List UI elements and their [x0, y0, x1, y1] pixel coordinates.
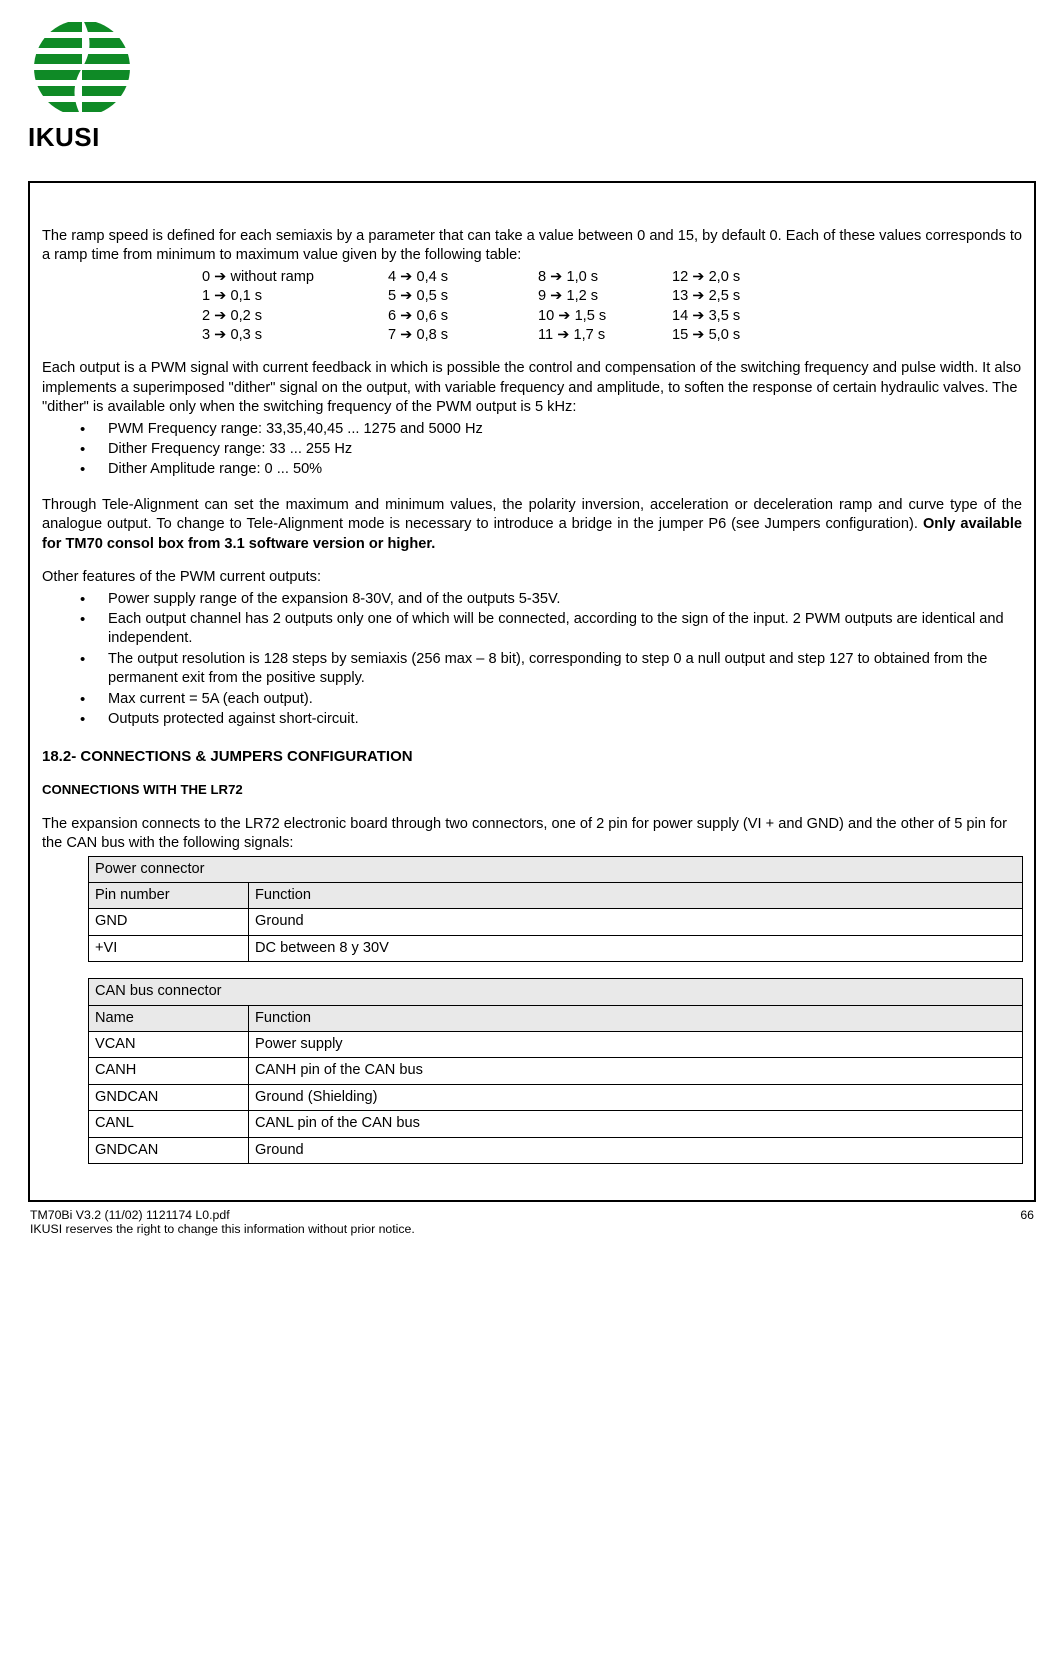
ramp-cell: 8 ➔ 1,0 s: [538, 268, 672, 287]
table-cell: Power supply: [249, 1032, 1023, 1058]
logo-block: IKUSI: [28, 18, 1036, 153]
table-cell: Ground: [249, 1137, 1023, 1163]
ramp-cell: 7 ➔ 0,8 s: [388, 326, 538, 345]
footer-doc-id: TM70Bi V3.2 (11/02) 1121174 L0.pdf: [30, 1208, 415, 1222]
table-header: Name: [89, 1005, 249, 1031]
subheading-connections: CONNECTIONS WITH THE LR72: [42, 781, 1022, 799]
ramp-cell: 5 ➔ 0,5 s: [388, 287, 538, 306]
list-item: Dither Amplitude range: 0 ... 50%: [108, 460, 1022, 479]
ramp-speed-table: 0 ➔ without ramp 4 ➔ 0,4 s 8 ➔ 1,0 s 12 …: [202, 268, 754, 346]
connections-paragraph: The expansion connects to the LR72 elect…: [42, 815, 1022, 854]
table-cell: CANH: [89, 1058, 249, 1084]
power-connector-table: Power connector Pin number Function GND …: [88, 856, 1023, 963]
page-footer: TM70Bi V3.2 (11/02) 1121174 L0.pdf IKUSI…: [28, 1202, 1036, 1236]
can-bus-connector-table: CAN bus connector Name Function VCANPowe…: [88, 978, 1023, 1164]
footer-page-number: 66: [1020, 1208, 1034, 1236]
intro-paragraph: The ramp speed is defined for each semia…: [42, 227, 1022, 266]
content-frame: The ramp speed is defined for each semia…: [28, 181, 1036, 1202]
list-item: Outputs protected against short-circuit.: [108, 710, 1022, 729]
table-cell: CANH pin of the CAN bus: [249, 1058, 1023, 1084]
ikusi-logo-icon: [28, 18, 136, 118]
ramp-cell: 9 ➔ 1,2 s: [538, 287, 672, 306]
table-title: Power connector: [89, 856, 1023, 882]
ramp-cell: 12 ➔ 2,0 s: [672, 268, 754, 287]
features-bullet-list: Power supply range of the expansion 8-30…: [42, 590, 1022, 730]
ramp-cell: 13 ➔ 2,5 s: [672, 287, 754, 306]
table-cell: GNDCAN: [89, 1084, 249, 1110]
table-cell: GND: [89, 909, 249, 935]
ramp-cell: 0 ➔ without ramp: [202, 268, 388, 287]
tele-alignment-paragraph: Through Tele-Alignment can set the maxim…: [42, 496, 1022, 554]
list-item: PWM Frequency range: 33,35,40,45 ... 127…: [108, 420, 1022, 439]
list-item: Power supply range of the expansion 8-30…: [108, 590, 1022, 609]
tele-text: Through Tele-Alignment can set the maxim…: [42, 497, 1022, 532]
pwm-paragraph: Each output is a PWM signal with current…: [42, 359, 1022, 417]
ramp-cell: 1 ➔ 0,1 s: [202, 287, 388, 306]
table-cell: +VI: [89, 935, 249, 961]
ramp-cell: 11 ➔ 1,7 s: [538, 326, 672, 345]
table-cell: GNDCAN: [89, 1137, 249, 1163]
table-cell: CANL: [89, 1111, 249, 1137]
table-cell: CANL pin of the CAN bus: [249, 1111, 1023, 1137]
brand-name: IKUSI: [28, 122, 1036, 153]
table-header: Pin number: [89, 883, 249, 909]
footer-disclaimer: IKUSI reserves the right to change this …: [30, 1222, 415, 1236]
footer-left: TM70Bi V3.2 (11/02) 1121174 L0.pdf IKUSI…: [30, 1208, 415, 1236]
table-cell: DC between 8 y 30V: [249, 935, 1023, 961]
page: IKUSI The ramp speed is defined for each…: [0, 0, 1064, 1658]
ramp-cell: 10 ➔ 1,5 s: [538, 307, 672, 326]
table-header: Function: [249, 883, 1023, 909]
table-cell: Ground (Shielding): [249, 1084, 1023, 1110]
table-title: CAN bus connector: [89, 979, 1023, 1005]
ramp-cell: 2 ➔ 0,2 s: [202, 307, 388, 326]
table-header: Function: [249, 1005, 1023, 1031]
pwm-bullet-list: PWM Frequency range: 33,35,40,45 ... 127…: [42, 420, 1022, 480]
list-item: Max current = 5A (each output).: [108, 690, 1022, 709]
ramp-cell: 14 ➔ 3,5 s: [672, 307, 754, 326]
ramp-cell: 3 ➔ 0,3 s: [202, 326, 388, 345]
ramp-cell: 4 ➔ 0,4 s: [388, 268, 538, 287]
table-cell: VCAN: [89, 1032, 249, 1058]
ramp-cell: 6 ➔ 0,6 s: [388, 307, 538, 326]
table-cell: Ground: [249, 909, 1023, 935]
list-item: The output resolution is 128 steps by se…: [108, 650, 1022, 689]
ramp-cell: 15 ➔ 5,0 s: [672, 326, 754, 345]
section-heading-18-2: 18.2- CONNECTIONS & JUMPERS CONFIGURATIO…: [42, 747, 1022, 767]
features-intro: Other features of the PWM current output…: [42, 568, 1022, 587]
list-item: Each output channel has 2 outputs only o…: [108, 610, 1022, 649]
list-item: Dither Frequency range: 33 ... 255 Hz: [108, 440, 1022, 459]
